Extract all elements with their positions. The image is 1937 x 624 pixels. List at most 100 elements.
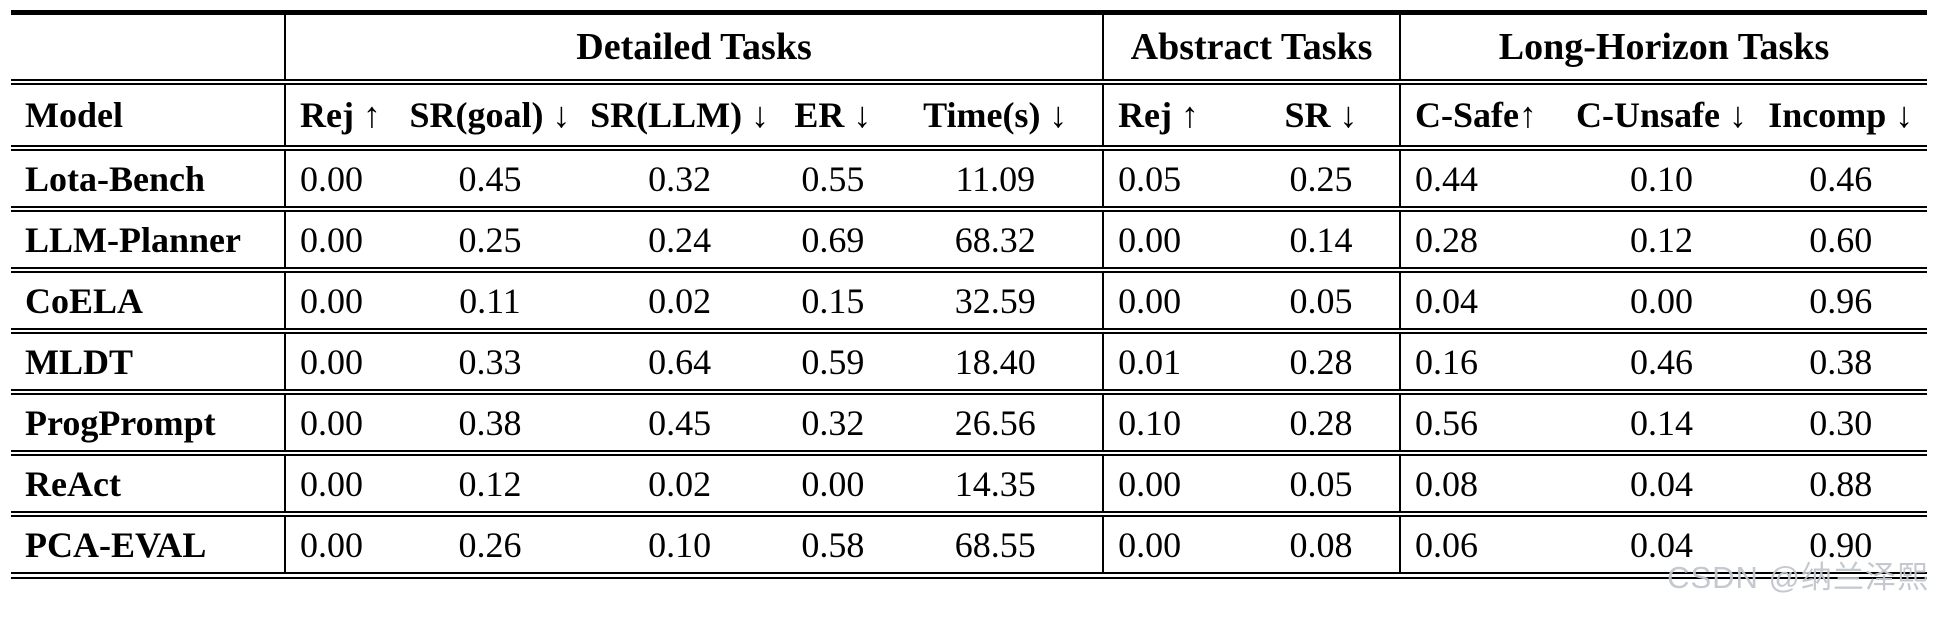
value-cell: 0.32 (581, 145, 778, 209)
model-name-cell: MLDT (11, 328, 285, 392)
column-header-time: Time(s) ↓ (888, 79, 1104, 148)
value-cell: 0.45 (398, 145, 582, 209)
group-header-detailed-tasks: Detailed Tasks (283, 12, 1104, 82)
column-header-c-safe: C-Safe↑ (1399, 79, 1569, 148)
value-cell: 0.88 (1754, 450, 1927, 514)
value-cell: 0.00 (283, 450, 399, 514)
value-cell: 0.56 (1399, 389, 1569, 453)
value-cell: 0.10 (1102, 389, 1243, 453)
column-header-model: Model (11, 79, 285, 148)
value-cell: 0.06 (1399, 511, 1569, 576)
value-cell: 0.32 (777, 389, 889, 453)
value-cell: 0.10 (581, 511, 778, 576)
model-name-cell: CoELA (11, 267, 285, 331)
column-header-incomp: Incomp ↓ (1754, 79, 1927, 148)
table-row: MLDT 0.00 0.33 0.64 0.59 18.40 0.01 0.28 0.16 0.4… (11, 328, 1927, 392)
model-name-cell: PCA-EVAL (11, 511, 285, 576)
value-cell: 0.64 (581, 328, 778, 392)
column-header-sr-llm: SR(LLM) ↓ (581, 79, 778, 148)
value-cell: 0.05 (1242, 450, 1401, 514)
value-cell: 0.04 (1568, 511, 1755, 576)
value-cell: 14.35 (888, 450, 1104, 514)
value-cell: 0.60 (1754, 206, 1927, 270)
value-cell: 0.12 (398, 450, 582, 514)
value-cell: 0.59 (777, 328, 889, 392)
value-cell: 0.04 (1399, 267, 1569, 331)
value-cell: 0.58 (777, 511, 889, 576)
value-cell: 0.10 (1568, 145, 1755, 209)
value-cell: 0.00 (1102, 206, 1243, 270)
value-cell: 0.38 (1754, 328, 1927, 392)
column-header-c-unsafe: C-Unsafe ↓ (1568, 79, 1755, 148)
column-header-rej-detailed: Rej ↑ (283, 79, 399, 148)
value-cell: 0.00 (283, 145, 399, 209)
model-name-cell: ProgPrompt (11, 389, 285, 453)
value-cell: 0.00 (283, 328, 399, 392)
value-cell: 0.05 (1242, 267, 1401, 331)
value-cell: 0.00 (283, 389, 399, 453)
value-cell: 0.15 (777, 267, 889, 331)
value-cell: 0.38 (398, 389, 582, 453)
value-cell: 0.25 (398, 206, 582, 270)
value-cell: 0.26 (398, 511, 582, 576)
value-cell: 0.46 (1754, 145, 1927, 209)
value-cell: 0.16 (1399, 328, 1569, 392)
value-cell: 0.00 (283, 511, 399, 576)
table-row: Lota-Bench 0.00 0.45 0.32 0.55 11.09 0.05 0.25 0… (11, 145, 1927, 209)
column-header-rej-abstract: Rej ↑ (1102, 79, 1243, 148)
value-cell: 0.01 (1102, 328, 1243, 392)
value-cell: 0.44 (1399, 145, 1569, 209)
value-cell: 0.96 (1754, 267, 1927, 331)
table-row: ReAct 0.00 0.12 0.02 0.00 14.35 0.00 0.05 0.08 0.… (11, 450, 1927, 514)
table-row: LLM-Planner 0.00 0.25 0.24 0.69 68.32 0.00 0.14… (11, 206, 1927, 270)
value-cell: 0.02 (581, 267, 778, 331)
value-cell: 0.24 (581, 206, 778, 270)
value-cell: 0.08 (1399, 450, 1569, 514)
group-header-empty (11, 13, 285, 83)
table-body: Lota-Bench 0.00 0.45 0.32 0.55 11.09 0.05 0.25 0… (11, 145, 1927, 576)
value-cell: 0.08 (1242, 511, 1401, 576)
table-row: CoELA 0.00 0.11 0.02 0.15 32.59 0.00 0.05 0.04 0.… (11, 267, 1927, 331)
value-cell: 0.30 (1754, 389, 1927, 453)
value-cell: 0.25 (1242, 145, 1401, 209)
results-table: Detailed Tasks Abstract Tasks Long-Horiz… (11, 10, 1927, 579)
value-cell: 0.00 (777, 450, 889, 514)
column-header-sr-abstract: SR ↓ (1242, 79, 1401, 148)
value-cell: 0.00 (1568, 267, 1755, 331)
value-cell: 0.28 (1242, 389, 1401, 453)
table-row: PCA-EVAL 0.00 0.26 0.10 0.58 68.55 0.00 0.08 0.0… (11, 511, 1927, 576)
model-name-cell: ReAct (11, 450, 285, 514)
value-cell: 0.69 (777, 206, 889, 270)
value-cell: 0.55 (777, 145, 889, 209)
value-cell: 68.32 (888, 206, 1104, 270)
value-cell: 0.28 (1242, 328, 1401, 392)
value-cell: 0.28 (1399, 206, 1569, 270)
value-cell: 0.11 (398, 267, 582, 331)
value-cell: 0.00 (1102, 511, 1243, 576)
column-header-er: ER ↓ (777, 79, 889, 148)
value-cell: 0.00 (283, 267, 399, 331)
value-cell: 0.00 (1102, 267, 1243, 331)
value-cell: 0.00 (1102, 450, 1243, 514)
value-cell: 0.05 (1102, 145, 1243, 209)
table-row: ProgPrompt 0.00 0.38 0.45 0.32 26.56 0.10 0.28 0… (11, 389, 1927, 453)
value-cell: 0.33 (398, 328, 582, 392)
value-cell: 0.14 (1568, 389, 1755, 453)
value-cell: 11.09 (888, 145, 1104, 209)
model-name-cell: LLM-Planner (11, 206, 285, 270)
value-cell: 0.04 (1568, 450, 1755, 514)
value-cell: 26.56 (888, 389, 1104, 453)
model-name-cell: Lota-Bench (11, 145, 285, 209)
group-header-long-horizon-tasks: Long-Horizon Tasks (1399, 12, 1927, 82)
value-cell: 0.00 (283, 206, 399, 270)
value-cell: 0.45 (581, 389, 778, 453)
column-header-row: Model Rej ↑ SR(goal) ↓ SR(LLM) ↓ ER ↓ Ti… (11, 79, 1927, 148)
value-cell: 68.55 (888, 511, 1104, 576)
value-cell: 32.59 (888, 267, 1104, 331)
value-cell: 18.40 (888, 328, 1104, 392)
value-cell: 0.02 (581, 450, 778, 514)
group-header-row: Detailed Tasks Abstract Tasks Long-Horiz… (11, 12, 1927, 83)
group-header-abstract-tasks: Abstract Tasks (1102, 12, 1401, 82)
column-header-sr-goal: SR(goal) ↓ (398, 79, 582, 148)
